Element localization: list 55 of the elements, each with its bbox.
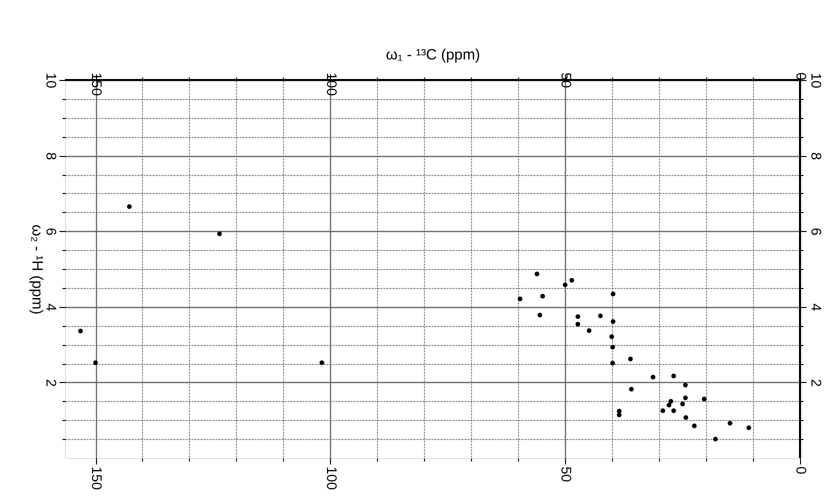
point [217,232,222,236]
y2-tick-label: 8 [808,152,824,160]
point [684,415,688,420]
y-tick-label: 4 [44,303,60,312]
y-axis-title: ω₂ - ¹H (ppm) [28,224,46,315]
y-tick-label: 6 [44,228,60,236]
x-tick-label: 50 [558,72,575,88]
point [610,344,615,350]
point [713,436,718,442]
point [702,396,707,402]
y2-tick-label: 10 [808,72,824,88]
point [671,374,676,378]
point [569,278,574,283]
y2-tick-label: 6 [808,228,824,236]
point [609,334,614,339]
point [629,386,634,392]
point [126,204,132,209]
point [586,328,592,333]
point [671,408,676,414]
point [660,408,666,414]
point [576,314,580,319]
y-tick-label: 8 [44,152,60,160]
point [610,292,616,296]
x2-tick-label: 150 [89,466,106,490]
x2-tick-label: 50 [558,466,575,482]
point [537,312,542,318]
point [650,374,656,380]
point [746,425,752,430]
y-tick-label: 2 [44,379,60,387]
point [562,282,568,288]
point [598,314,603,318]
y-tick-label: 10 [44,72,60,88]
point [518,296,522,302]
point [616,412,622,418]
point [93,360,98,366]
point [576,322,580,327]
point [628,356,633,362]
point [666,402,672,408]
x2-tick-label: 100 [324,466,340,490]
y2-tick-label: 2 [808,379,824,387]
x-axis-title: ω₁ - ¹³C (ppm) [386,46,480,64]
point [534,272,540,276]
y2-tick-label: 4 [808,303,824,312]
point [78,328,83,334]
point [728,420,732,426]
point [610,319,616,324]
point [320,360,324,366]
point [540,294,545,299]
x2-tick-label: 0 [794,466,810,474]
point [692,424,697,428]
point [683,382,688,388]
point [610,360,615,366]
point [680,402,685,406]
point [668,398,674,404]
point [683,396,688,400]
